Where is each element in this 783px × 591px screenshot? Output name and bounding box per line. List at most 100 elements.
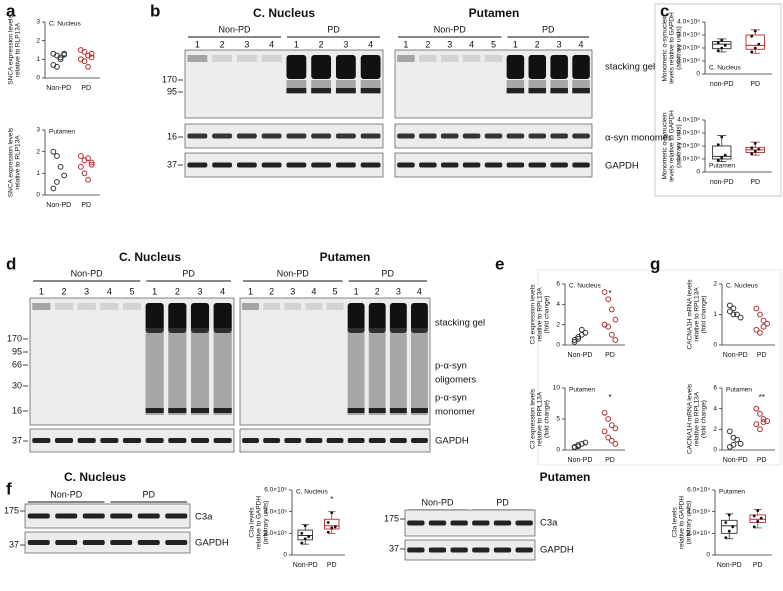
band <box>213 303 232 333</box>
band <box>450 547 468 553</box>
band <box>389 408 407 413</box>
band <box>360 162 381 168</box>
lane-label: 3 <box>290 286 295 296</box>
y-tick-label: 1 <box>36 56 40 63</box>
band <box>145 408 164 413</box>
band-label: stacking gel <box>435 318 485 329</box>
band <box>165 540 188 545</box>
blot-title: C. Nucleus <box>64 470 126 484</box>
data-point <box>307 535 311 538</box>
band-label: GAPDH <box>540 545 574 556</box>
data-point <box>750 152 754 156</box>
data-point <box>737 440 744 447</box>
lane-label: 1 <box>152 286 157 296</box>
group-label: PD <box>142 489 155 499</box>
blot-title: Putamen <box>320 250 371 264</box>
data-point <box>757 410 763 417</box>
y-tick-label: 4.0×10⁵ <box>677 19 700 26</box>
x-tick-label: Non-PD <box>293 562 318 569</box>
y-axis-label: (arbitrary units) <box>676 26 683 70</box>
y-axis-label: SNCA expression levels <box>8 15 15 85</box>
data-point <box>720 38 724 42</box>
data-point <box>605 296 612 303</box>
panel-label: f <box>6 479 12 498</box>
data-point <box>571 444 578 451</box>
data-point <box>757 311 763 318</box>
y-axis-label: (arbitrary units) <box>263 501 270 545</box>
band <box>32 303 51 310</box>
y-axis-label: CACNA1H mRNA levels <box>687 383 694 454</box>
band <box>407 520 425 526</box>
data-point <box>716 49 720 52</box>
lane-label: 4 <box>417 286 422 296</box>
band <box>190 408 210 413</box>
data-point <box>601 409 608 416</box>
data-point <box>764 320 771 327</box>
band <box>440 55 459 62</box>
data-point <box>88 161 95 168</box>
x-tick-label: Non-PD <box>46 202 71 209</box>
band <box>397 133 415 139</box>
band <box>261 162 282 168</box>
band <box>528 88 547 93</box>
data-point <box>756 509 760 512</box>
data-point <box>88 50 95 57</box>
band <box>100 303 119 310</box>
data-point <box>753 46 757 50</box>
data-point <box>727 513 731 517</box>
panel-frame <box>654 3 782 197</box>
band <box>484 55 503 62</box>
band <box>305 303 323 310</box>
band <box>187 162 208 168</box>
y-axis-label: C3a levels <box>249 507 256 538</box>
band <box>397 55 415 62</box>
data-point <box>608 437 615 444</box>
band <box>360 55 381 79</box>
y-tick-label: 0 <box>713 342 717 349</box>
data-point <box>85 155 91 162</box>
lane-label: 1 <box>248 286 253 296</box>
plot-title: Putamen <box>49 129 75 136</box>
mw-marker: 37 <box>9 539 19 549</box>
band <box>397 162 415 168</box>
data-point <box>333 525 337 529</box>
mw-marker: 16 <box>12 405 22 415</box>
band <box>389 303 407 333</box>
band <box>261 133 282 139</box>
data-point <box>753 421 760 428</box>
panel-label: g <box>650 254 660 273</box>
y-tick-label: 0 <box>283 552 287 559</box>
lane-label: 4 <box>579 39 584 49</box>
band <box>236 55 257 62</box>
blot-strip <box>404 509 536 537</box>
band <box>190 438 210 443</box>
data-point <box>300 541 304 545</box>
band <box>110 513 133 519</box>
data-point <box>612 337 619 343</box>
mw-marker: 30 <box>12 380 22 390</box>
significance: * <box>608 393 611 402</box>
band <box>550 55 568 79</box>
data-point <box>61 50 68 57</box>
x-tick-label: PD <box>605 457 615 464</box>
y-tick-label: 6.0×10⁴ <box>687 487 710 494</box>
y-tick-label: 0 <box>556 447 560 454</box>
panel-label: c <box>660 1 669 20</box>
band <box>368 408 386 413</box>
data-point <box>753 142 757 145</box>
x-tick-label: non-PD <box>710 179 734 186</box>
y-axis-label: (arbitrary units) <box>676 124 683 168</box>
band <box>145 438 164 443</box>
significance: ** <box>759 393 765 402</box>
y-axis-label: relative to GAPDH <box>679 496 686 549</box>
data-point <box>720 135 724 139</box>
band-label: GAPDH <box>195 538 229 549</box>
band <box>305 438 323 443</box>
band <box>137 540 160 545</box>
data-point <box>612 316 619 323</box>
band <box>506 55 525 79</box>
y-tick-label: 3 <box>36 19 40 26</box>
band <box>428 520 447 526</box>
lane-label: 3 <box>343 39 348 49</box>
lane-label: 5 <box>129 286 134 296</box>
